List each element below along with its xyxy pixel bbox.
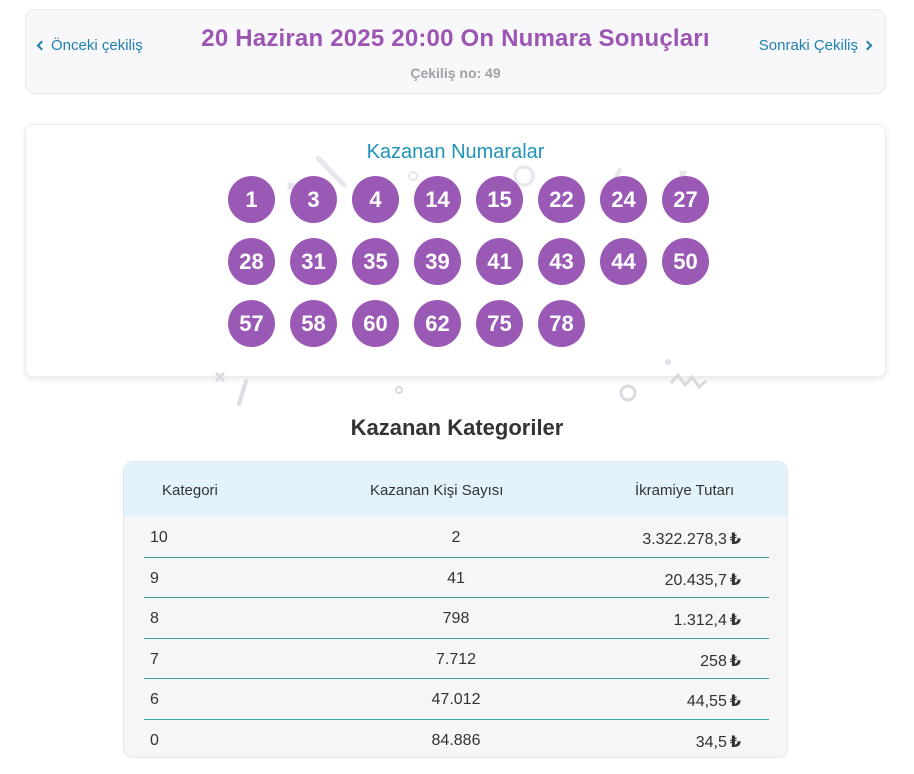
- draw-number: Çekiliş no: 49: [410, 65, 501, 81]
- number-ball: 44: [600, 238, 647, 285]
- prize-amount: 34,5: [695, 733, 727, 751]
- previous-draw-link[interactable]: Önceki çekiliş: [36, 37, 143, 54]
- prize-amount: 44,55: [686, 693, 727, 710]
- number-ball: 75: [476, 300, 523, 347]
- cell-winners: 84.886: [431, 731, 481, 749]
- lira-icon: ₺: [729, 693, 741, 710]
- cell-category: 8: [150, 610, 159, 627]
- number-ball: 41: [476, 238, 523, 285]
- cell-winners: 2: [451, 529, 461, 546]
- cell-winners: 798: [442, 610, 470, 627]
- table-header: Kategori Kazanan Kişi Sayısı İkramiye Tu…: [124, 462, 787, 517]
- previous-draw-label: Önceki çekiliş: [51, 37, 143, 54]
- lira-icon: ₺: [729, 652, 741, 670]
- cell-prize: 1.312,4 ₺: [673, 610, 741, 630]
- lira-icon: ₺: [729, 733, 741, 751]
- column-header-category: Kategori: [162, 482, 218, 499]
- number-ball: 35: [352, 238, 399, 285]
- cell-category: 7: [150, 650, 159, 668]
- cell-prize: 34,5 ₺: [696, 732, 741, 752]
- table-row: 6 47.012 44,55 ₺: [144, 679, 769, 720]
- prize-amount: 1.312,4: [673, 612, 727, 629]
- number-ball: 24: [600, 176, 647, 223]
- lira-icon: ₺: [729, 531, 741, 548]
- cell-prize: 44,55 ₺: [687, 691, 741, 711]
- cell-category: 10: [150, 529, 168, 546]
- cell-prize: 20.435,7 ₺: [665, 570, 741, 590]
- number-ball: 43: [538, 238, 585, 285]
- number-ball: 15: [476, 176, 523, 223]
- lira-icon: ₺: [729, 571, 741, 589]
- winning-numbers-card: Kazanan Numaralar 1 3 4 14 15 22 24 27 28 31 35 39 4…: [25, 124, 886, 406]
- table-row: 8 798 1.312,4 ₺: [144, 598, 769, 639]
- draw-header: Önceki çekiliş 20 Haziran 2025 20:00 On …: [25, 9, 886, 94]
- number-ball: 78: [538, 300, 585, 347]
- winning-numbers-title: Kazanan Numaralar: [366, 141, 545, 163]
- number-balls: 1 3 4 14 15 22 24 27 28 31 35 39 41 43 44 50 57 58 60 62 75 7…: [228, 176, 728, 347]
- cell-category: 0: [150, 731, 159, 749]
- number-ball: 31: [290, 238, 337, 285]
- number-ball: 27: [662, 176, 709, 223]
- number-ball: 3: [290, 176, 337, 223]
- table-row: 10 2 3.322.278,3 ₺: [144, 517, 769, 558]
- chevron-right-icon: [862, 40, 873, 51]
- lira-icon: ₺: [729, 612, 741, 629]
- categories-title: Kazanan Kategoriler: [350, 415, 564, 440]
- number-ball: 58: [290, 300, 337, 347]
- cell-winners: 47.012: [431, 691, 481, 708]
- next-draw-link[interactable]: Sonraki Çekiliş: [758, 37, 873, 54]
- cell-winners: 7.712: [435, 650, 477, 668]
- cell-category: 9: [150, 569, 159, 587]
- table-row: 0 84.886 34,5 ₺: [144, 720, 769, 758]
- cell-prize: 3.322.278,3 ₺: [642, 529, 741, 549]
- column-header-prize: İkramiye Tutarı: [635, 482, 735, 499]
- number-ball: 50: [662, 238, 709, 285]
- number-ball: 14: [414, 176, 461, 223]
- table-row: 9 41 20.435,7 ₺: [144, 558, 769, 598]
- prize-amount: 258: [700, 652, 727, 670]
- categories-table: Kategori Kazanan Kişi Sayısı İkramiye Tu…: [123, 461, 788, 758]
- number-ball: 4: [352, 176, 399, 223]
- prize-amount: 3.322.278,3: [642, 531, 727, 548]
- column-header-winners: Kazanan Kişi Sayısı: [370, 482, 504, 499]
- cell-prize: 258 ₺: [700, 651, 741, 671]
- number-ball: 1: [228, 176, 275, 223]
- number-ball: 57: [228, 300, 275, 347]
- number-ball: 60: [352, 300, 399, 347]
- table-body: 10 2 3.322.278,3 ₺ 9 41 20.435,7 ₺ 8 798 1.312,4 ₺ 7…: [144, 517, 769, 758]
- cell-winners: 41: [447, 569, 465, 587]
- number-ball: 28: [228, 238, 275, 285]
- prize-amount: 20.435,7: [664, 571, 727, 589]
- cell-category: 6: [150, 691, 159, 708]
- table-row: 7 7.712 258 ₺: [144, 639, 769, 679]
- page-title: 20 Haziran 2025 20:00 On Numara Sonuçlar…: [201, 25, 710, 52]
- number-ball: 62: [414, 300, 461, 347]
- number-ball: 22: [538, 176, 585, 223]
- number-ball: 39: [414, 238, 461, 285]
- next-draw-label: Sonraki Çekiliş: [758, 37, 858, 54]
